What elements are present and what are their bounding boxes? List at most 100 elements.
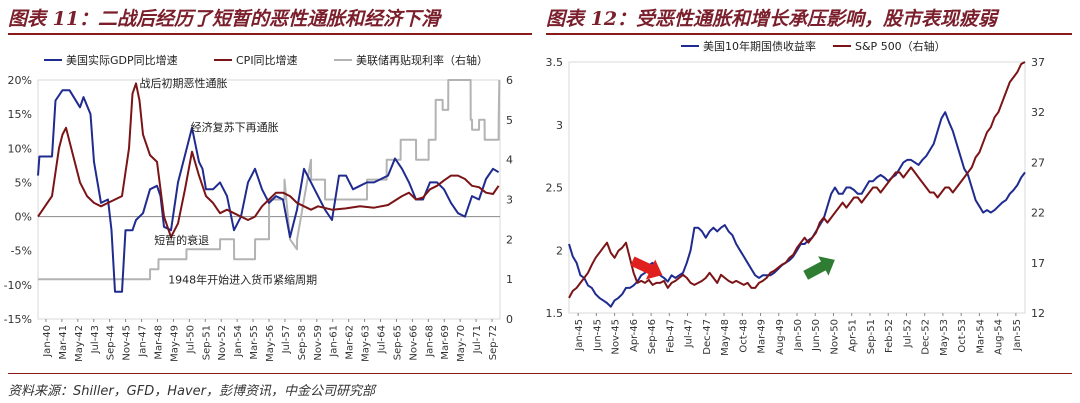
y-left-tick-label: 15% xyxy=(8,108,32,121)
x-tick-label: Jul-43 xyxy=(90,325,101,354)
y-left-tick-label: -5% xyxy=(11,245,32,258)
y-left-tick-label: 3.5 xyxy=(546,56,564,69)
x-tick-label: Feb-47 xyxy=(665,319,676,353)
x-tick-label: Sep-51 xyxy=(866,319,877,354)
x-tick-label: Oct-48 xyxy=(738,319,749,353)
x-tick-label: Nov-66 xyxy=(408,325,419,361)
x-tick-label: Jun-45 xyxy=(592,319,603,352)
x-tick-label: Sep-44 xyxy=(106,325,117,360)
left-chart-title: 图表 11：二战后经历了短暂的恶性通胀和经济下滑 xyxy=(8,8,441,30)
x-tick-label: May-48 xyxy=(720,319,731,356)
x-tick-label: Sep-58 xyxy=(297,325,308,360)
y-left-tick-label: 5% xyxy=(15,176,32,189)
x-tick-label: Mar-41 xyxy=(58,325,69,360)
y-left-tick-label: 1.5 xyxy=(546,307,564,320)
y-right-tick-label: 6 xyxy=(506,74,513,87)
x-tick-label: Mar-54 xyxy=(975,319,986,354)
x-tick-label: Jan-55 xyxy=(1012,319,1023,352)
x-tick-label: Mar-55 xyxy=(249,325,260,360)
green-arrow-icon xyxy=(803,256,835,280)
x-tick-label: Sep-65 xyxy=(392,325,403,360)
legend-label: S&P 500（右轴） xyxy=(855,40,946,53)
x-tick-label: Sep-72 xyxy=(488,325,499,360)
x-tick-label: May-70 xyxy=(456,325,467,362)
x-tick-label: Jul-50 xyxy=(185,325,196,354)
legend-label: 美联储再贴现利率（右轴） xyxy=(356,53,488,67)
x-tick-label: Jul-64 xyxy=(377,325,388,354)
x-tick-label: May-56 xyxy=(265,325,276,362)
legend-label: CPI同比增速 xyxy=(236,53,298,67)
right-chart: 1.5 2 2.5 3 3.5 12 17 22 27 32 37 Jan-45 Jun-45 Nov-4… xyxy=(546,40,1046,356)
x-tick-label: Jul-52 xyxy=(902,319,913,348)
legend-label: 美国10年期国债收益率 xyxy=(703,40,816,53)
y-right-tick-label: 37 xyxy=(1031,56,1045,69)
x-tick-label: Jul-47 xyxy=(684,319,695,348)
x-tick-label: Nov-45 xyxy=(611,319,622,355)
y-right-tick-label: 12 xyxy=(1031,307,1045,320)
x-tick-label: Mar-48 xyxy=(153,325,164,360)
y-left-tick-label: 0% xyxy=(15,211,32,224)
y-right-tick-label: 17 xyxy=(1031,257,1045,270)
y-right-tick-label: 2 xyxy=(506,233,513,246)
y-left-tick-label: 10% xyxy=(8,142,32,155)
x-tick-label: Aug-54 xyxy=(994,319,1005,355)
x-tick-label: Jan-45 xyxy=(574,319,585,352)
y-left-tick-label: -15% xyxy=(4,313,32,326)
y-left-tick-label: 2 xyxy=(556,244,563,257)
x-tick-label: Jul-57 xyxy=(281,325,292,354)
x-tick-label: Oct-53 xyxy=(957,319,968,353)
y-right-tick-label: 1 xyxy=(506,273,513,286)
series-line-navy xyxy=(568,111,1026,308)
y-right-tick-label: 5 xyxy=(506,114,513,127)
x-tick-label: Jan-61 xyxy=(329,325,340,358)
x-tick-label: Jan-50 xyxy=(793,319,804,352)
x-tick-label: Sep-51 xyxy=(201,325,212,360)
y-left-tick-label: -10% xyxy=(4,279,32,292)
x-tick-label: Jan-68 xyxy=(424,325,435,358)
x-tick-label: Mar-62 xyxy=(345,325,356,360)
x-tick-label: Feb-52 xyxy=(884,319,895,353)
x-tick-label: Mar-69 xyxy=(440,325,451,360)
x-tick-label: May-49 xyxy=(169,325,180,362)
y-right-tick-label: 22 xyxy=(1031,207,1045,220)
y-right-tick-label: 0 xyxy=(506,313,513,326)
arrow-shape xyxy=(803,256,835,280)
series-line-maroon xyxy=(568,61,1026,299)
y-left-tick-label: 20% xyxy=(8,74,32,87)
source-note: 资料来源：Shiller，GFD，Haver，彭博资讯，中金公司研究部 xyxy=(8,384,376,399)
x-tick-label: Jul-71 xyxy=(472,325,483,354)
left-title-rule xyxy=(8,33,532,35)
annotation-label: 经济复苏下再通胀 xyxy=(191,120,279,134)
annotation-label: 战后初期恶性通胀 xyxy=(140,76,228,90)
x-tick-label: Dec-52 xyxy=(921,319,932,355)
legend-label: 美国实际GDP同比增速 xyxy=(66,53,178,67)
x-tick-label: Dec-47 xyxy=(702,319,713,355)
right-title-rule xyxy=(546,33,1072,35)
annotation-label: 短暂的衰退 xyxy=(154,233,209,247)
y-left-tick-label: 2.5 xyxy=(546,182,564,195)
x-tick-label: Jun-50 xyxy=(811,319,822,352)
x-tick-label: Jan-40 xyxy=(42,325,53,358)
right-chart-title: 图表 12：受恶性通胀和增长承压影响，股市表现疲弱 xyxy=(546,8,998,30)
series-line-gray xyxy=(38,79,501,281)
x-tick-label: May-42 xyxy=(74,325,85,362)
x-tick-label: Nov-50 xyxy=(829,319,840,355)
x-tick-label: Apr-46 xyxy=(629,319,640,352)
y-left-tick-label: 3 xyxy=(556,119,563,132)
x-tick-label: May-63 xyxy=(361,325,372,362)
y-right-tick-label: 3 xyxy=(506,194,513,207)
x-tick-label: Jan-47 xyxy=(138,325,149,358)
x-tick-label: May-53 xyxy=(939,319,950,356)
y-right-tick-label: 32 xyxy=(1031,106,1045,119)
x-tick-label: Aug-49 xyxy=(775,319,786,355)
x-tick-label: Mar-49 xyxy=(757,319,768,354)
x-tick-label: Apr-51 xyxy=(848,319,859,352)
red-arrow-icon xyxy=(630,256,663,280)
arrow-shape xyxy=(630,256,663,280)
x-tick-label: Nov-59 xyxy=(313,325,324,361)
annotation-label: 1948年开始进入货币紧缩周期 xyxy=(168,272,317,286)
footer-rule xyxy=(8,373,1072,374)
left-chart: -15% -10% -5% 0% 5% 10% 15% 20% 0 1 2 3 4 5 6 Jan-40 Mar… xyxy=(4,53,513,362)
series-line-maroon xyxy=(37,82,500,239)
y-right-tick-label: 27 xyxy=(1031,156,1045,169)
